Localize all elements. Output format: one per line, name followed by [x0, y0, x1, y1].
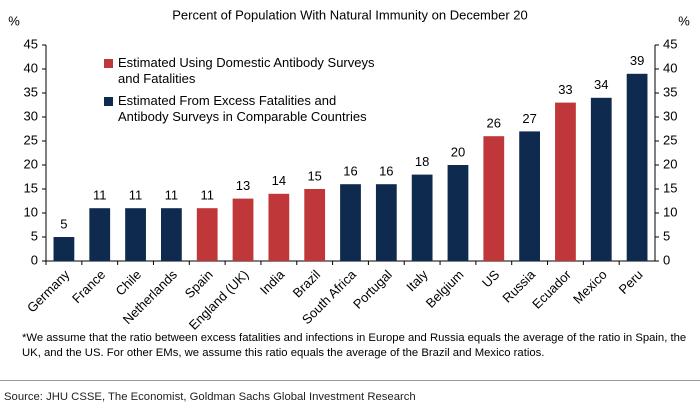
y-tick-label: 15 — [24, 180, 38, 195]
bar — [519, 131, 541, 261]
y-axis-label: % — [8, 13, 20, 28]
data-label: 5 — [60, 216, 67, 231]
y-tick-label: 10 — [24, 204, 38, 219]
bar — [196, 208, 218, 261]
data-label: 27 — [522, 111, 536, 126]
x-tick-label: Germany — [24, 267, 73, 316]
data-label: 33 — [558, 82, 572, 97]
chart-title: Percent of Population With Natural Immun… — [172, 7, 528, 22]
data-label: 11 — [200, 188, 214, 203]
data-label: 11 — [93, 188, 107, 203]
x-tick-label: US — [479, 267, 503, 291]
x-tick-label: Portugal — [350, 267, 395, 312]
y2-tick-label: 10 — [663, 204, 677, 219]
y-tick-label: 45 — [24, 36, 38, 51]
legend-entry: Estimated Using Domestic Antibody Survey… — [118, 55, 375, 86]
data-label: 14 — [272, 173, 286, 188]
data-label: 20 — [451, 144, 465, 159]
legend-entry: Estimated From Excess Fatalities and Ant… — [118, 93, 367, 124]
y-tick-label: 20 — [24, 156, 38, 171]
bar — [590, 97, 612, 261]
y-tick-label: 40 — [24, 60, 38, 75]
data-label: 34 — [594, 77, 608, 92]
legend-swatch — [104, 97, 113, 106]
x-tick-label: Peru — [616, 267, 646, 297]
bar — [447, 165, 469, 261]
bar — [160, 208, 182, 261]
legend-swatch — [104, 59, 113, 68]
y2-axis-label: % — [678, 13, 690, 28]
y2-tick-label: 30 — [663, 108, 677, 123]
y-tick-label: 25 — [24, 132, 38, 147]
data-label: 15 — [307, 168, 321, 183]
x-tick-label: Ecuador — [529, 266, 574, 311]
chart: Percent of Population With Natural Immun… — [8, 7, 690, 330]
bar — [268, 193, 290, 261]
x-tick-label: Brazil — [290, 267, 324, 301]
bar — [89, 208, 111, 261]
footnote: *We assume that the ratio between excess… — [22, 332, 687, 359]
data-label: 18 — [415, 154, 429, 169]
bar — [411, 174, 433, 261]
y2-tick-label: 40 — [663, 60, 677, 75]
bar — [626, 73, 648, 261]
data-label: 13 — [236, 178, 250, 193]
source: Source: JHU CSSE, The Economist, Goldman… — [4, 391, 416, 403]
data-label: 39 — [630, 53, 644, 68]
y2-tick-label: 15 — [663, 180, 677, 195]
x-tick-label: Belgium — [423, 267, 467, 311]
y-tick-label: 5 — [31, 228, 38, 243]
y2-tick-label: 0 — [663, 252, 670, 267]
bar — [304, 189, 326, 261]
y2-tick-label: 35 — [663, 84, 677, 99]
x-tick-label: Mexico — [570, 267, 610, 307]
x-tick-label: Chile — [113, 267, 145, 299]
y2-tick-label: 45 — [663, 36, 677, 51]
data-label: 26 — [487, 116, 501, 131]
bar — [125, 208, 146, 261]
bar — [340, 184, 361, 261]
separator — [0, 380, 700, 381]
y2-tick-label: 5 — [663, 228, 670, 243]
bar — [375, 184, 397, 261]
y-tick-label: 30 — [24, 108, 38, 123]
x-tick-label: Italy — [403, 267, 431, 295]
bar — [555, 102, 576, 261]
data-label: 16 — [379, 164, 393, 179]
bar — [53, 237, 75, 261]
y2-tick-label: 20 — [663, 156, 677, 171]
bar — [232, 198, 254, 261]
y-tick-label: 0 — [31, 252, 38, 267]
data-label: 11 — [165, 188, 179, 203]
data-label: 11 — [129, 188, 143, 203]
data-label: 16 — [343, 164, 357, 179]
x-tick-label: France — [69, 267, 108, 306]
x-tick-label: India — [257, 266, 288, 297]
y2-tick-label: 25 — [663, 132, 677, 147]
y-tick-label: 35 — [24, 84, 38, 99]
bar — [483, 136, 505, 261]
